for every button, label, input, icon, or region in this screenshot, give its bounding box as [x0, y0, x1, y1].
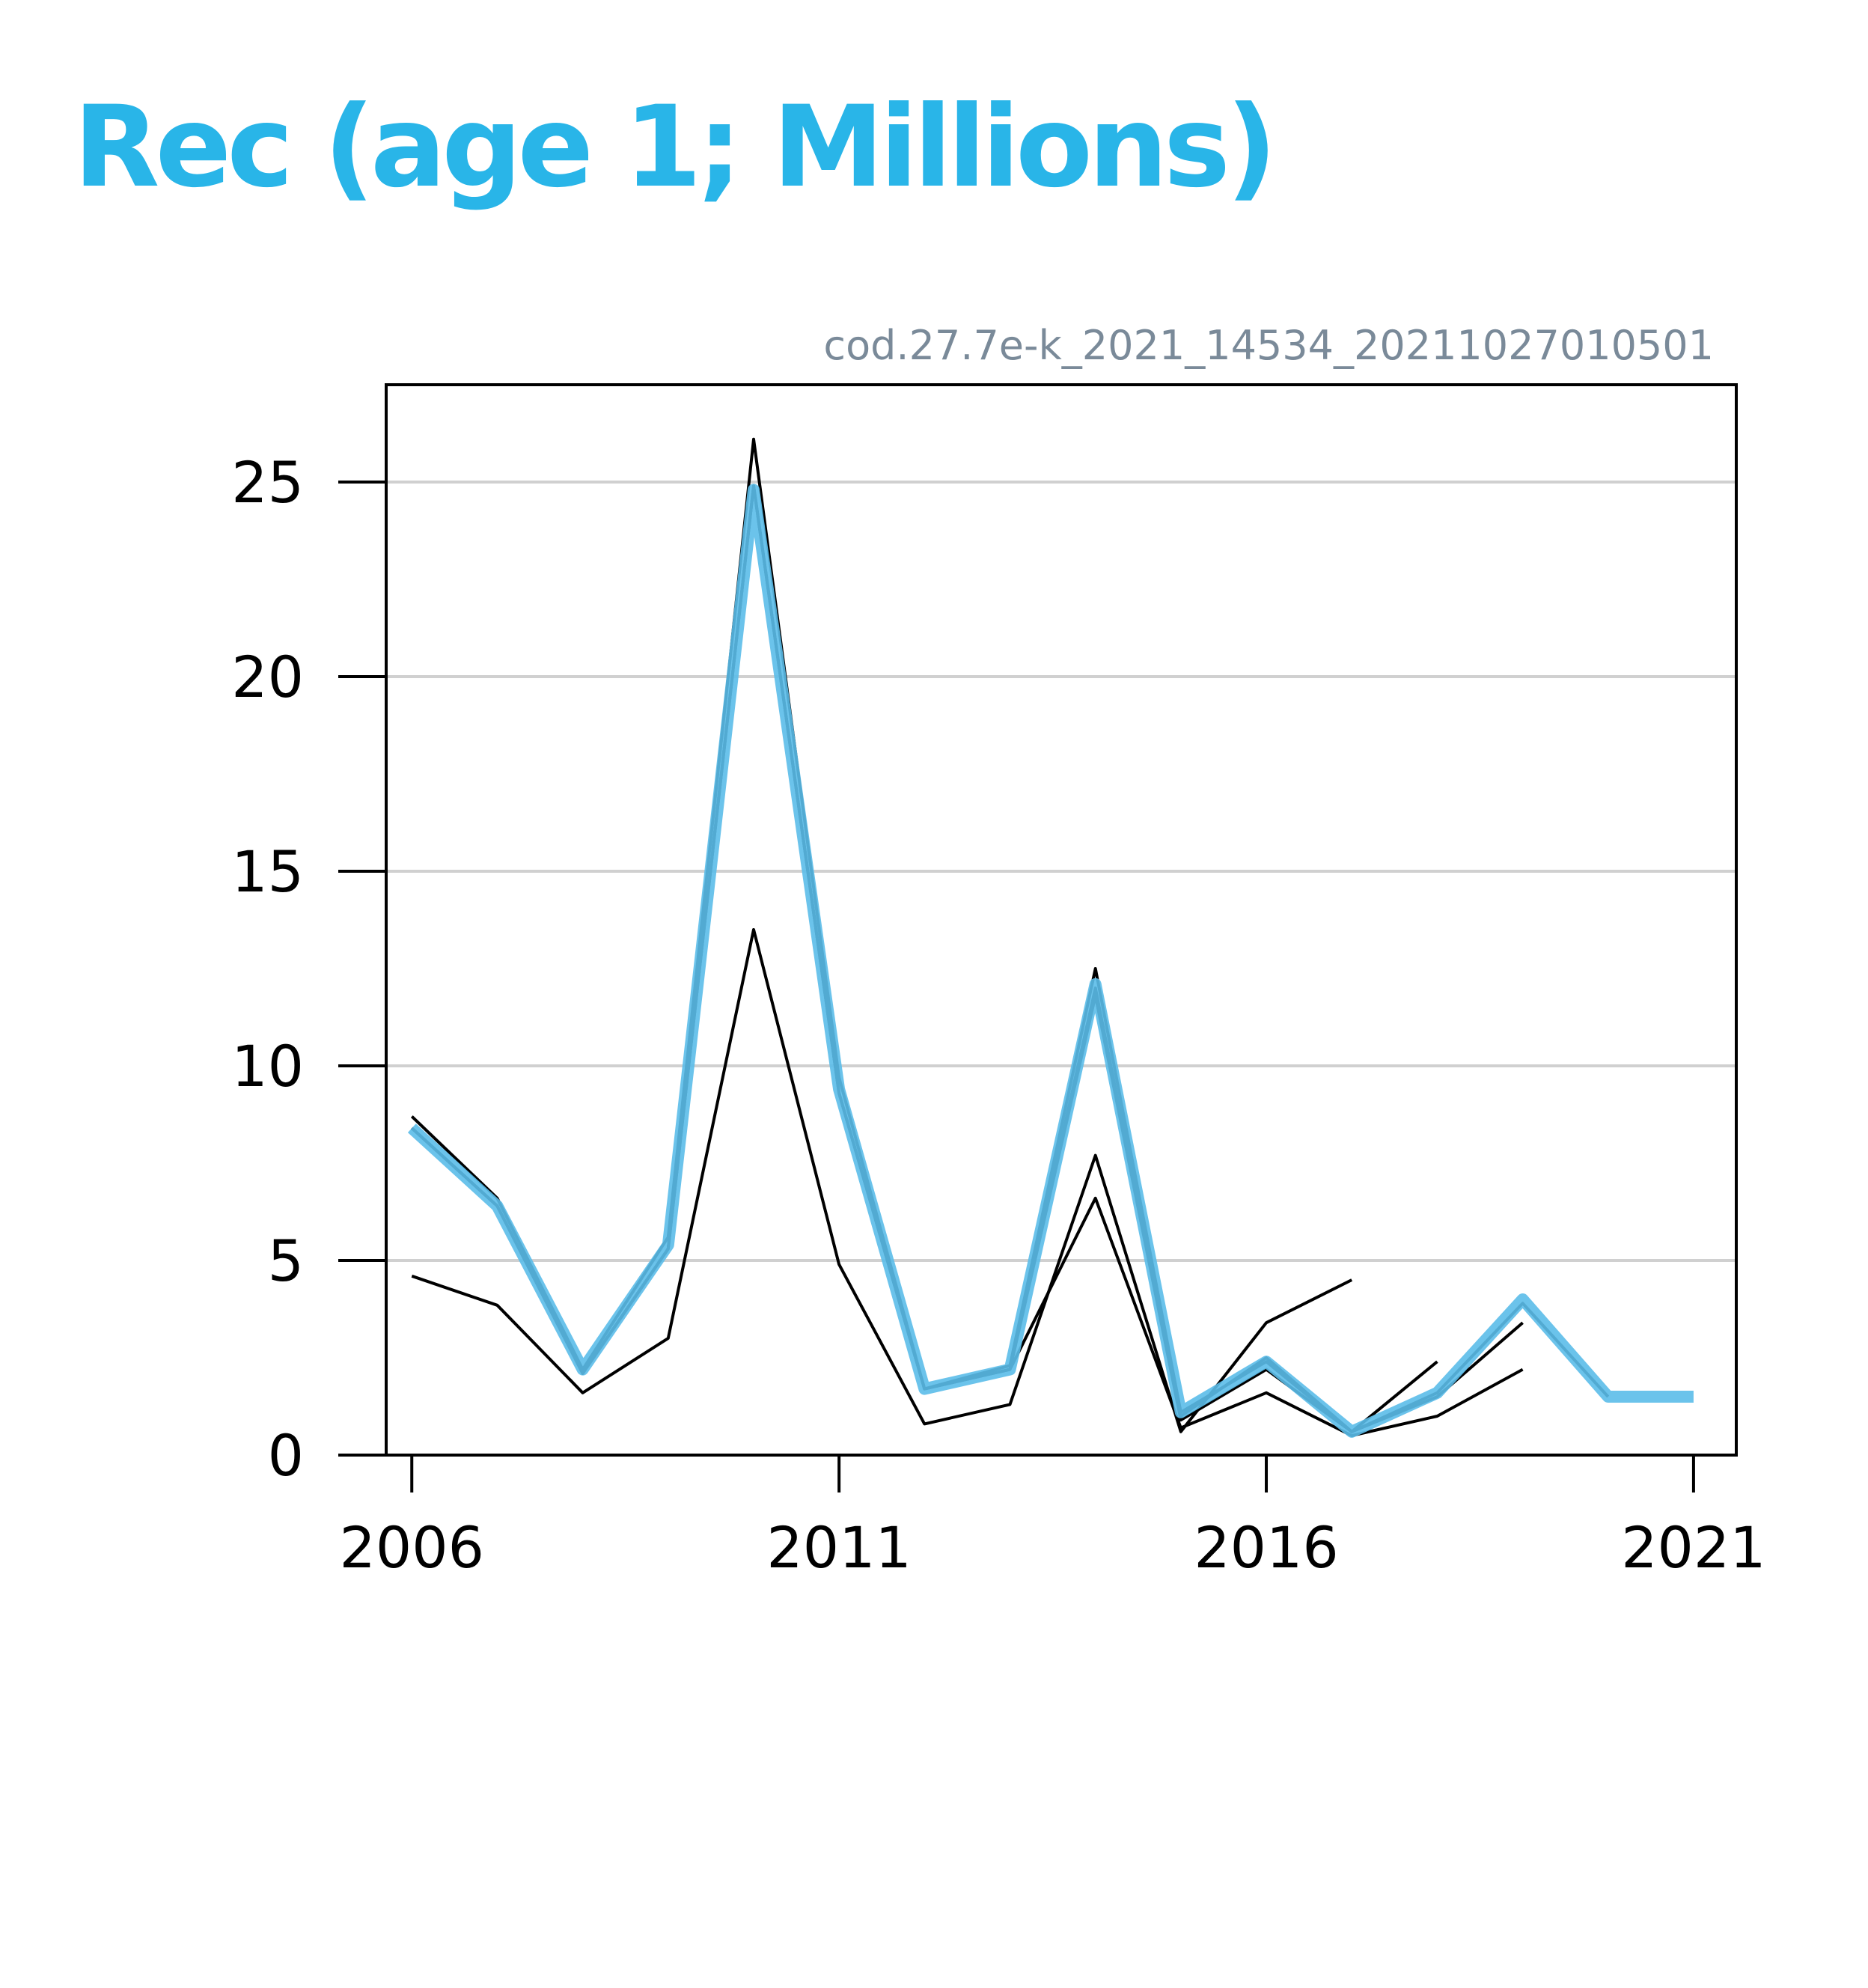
y-tick-label: 10	[231, 1033, 304, 1100]
chart-subtitle: cod.27.7e-k_2021_14534_20211027010501	[823, 322, 1714, 369]
y-tick-label: 20	[231, 644, 304, 710]
x-axis: 2006 2011 2016 2021	[340, 1455, 1766, 1581]
x-tick-label: 2006	[340, 1514, 484, 1581]
plot-frame	[385, 383, 1738, 1457]
series-line-previous	[410, 484, 1610, 1433]
chart-title: Rec (age 1; Millions)	[73, 82, 1278, 213]
grid-lines	[386, 481, 1736, 1262]
series-line-previous	[411, 928, 1353, 1433]
y-tick-label: 15	[231, 838, 304, 905]
y-tick-label: 5	[268, 1228, 304, 1294]
series-lines	[407, 437, 1694, 1438]
x-tick-label: 2011	[766, 1514, 911, 1581]
y-tick-label: 0	[268, 1422, 304, 1489]
series-line-previous	[410, 437, 1438, 1433]
x-tick-label: 2016	[1194, 1514, 1338, 1581]
series-line-previous	[410, 484, 1524, 1433]
series-line-current	[407, 484, 1694, 1438]
x-tick-label: 2021	[1621, 1514, 1765, 1581]
series-line-previous	[410, 484, 1524, 1437]
y-tick-label: 25	[231, 449, 304, 516]
y-axis: 0 5 10 15 20 25	[231, 449, 386, 1489]
